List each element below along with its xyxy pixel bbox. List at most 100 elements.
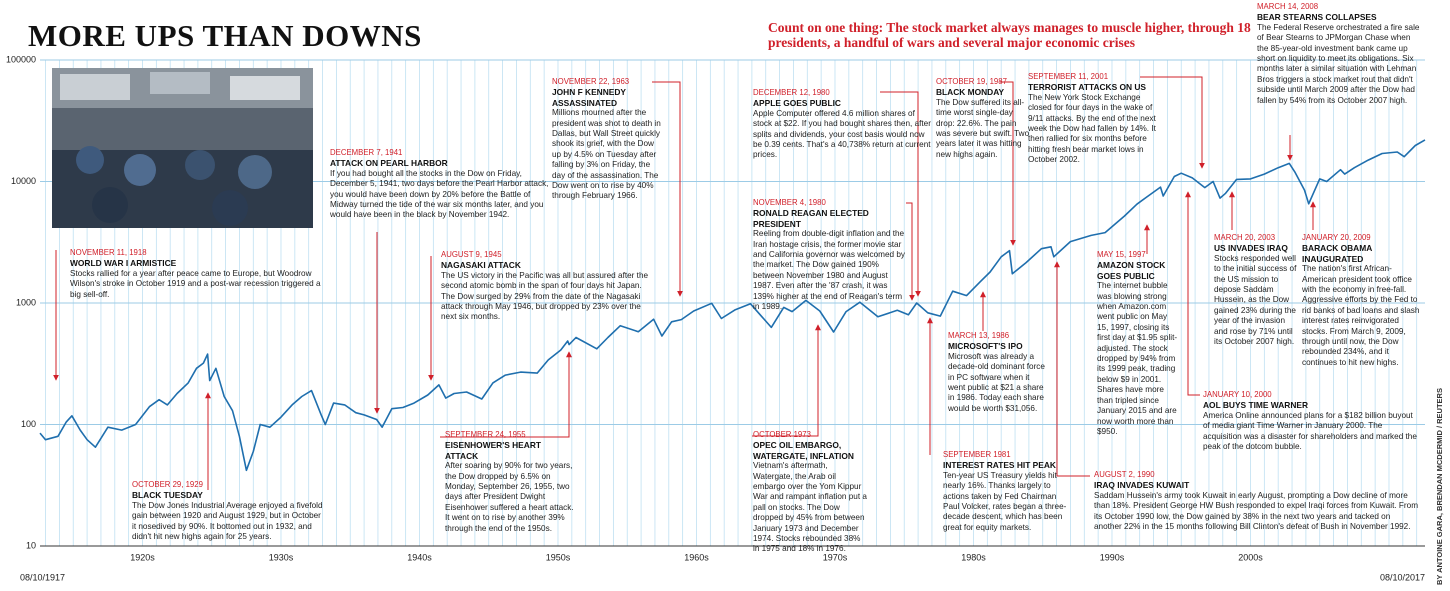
x-tick-label: 1930s (269, 552, 294, 562)
arrow (1140, 76, 1205, 169)
annotation-title: MICROSOFT'S IPO (948, 341, 1023, 352)
annotation-date: MARCH 14, 2008 (1257, 2, 1319, 11)
annotation-text: After soaring by 90% for two years, the … (445, 461, 574, 533)
annotation-date: JANUARY 20, 2009 (1302, 233, 1371, 242)
annotation-date: DECEMBER 7, 1941 (330, 148, 403, 157)
annotation-text: America Online announced plans for a $18… (1203, 410, 1417, 452)
annotation-title: NAGASAKI ATTACK (441, 260, 521, 271)
annotation-title: BARACK OBAMA INAUGURATED (1302, 243, 1372, 264)
annotation-text: The nation's first African-American pres… (1302, 264, 1420, 367)
annotation: NOVEMBER 4, 1980 RONALD REAGAN ELECTED PR… (753, 198, 905, 312)
annotation-date: OCTOBER 1973 (753, 430, 811, 439)
x-tick-label: 1940s (407, 552, 432, 562)
x-tick-label: 1960s (684, 552, 709, 562)
annotation-title: INTEREST RATES HIT PEAK (943, 460, 1056, 471)
arrow (880, 91, 921, 297)
annotation-title: IRAQ INVADES KUWAIT (1094, 480, 1190, 491)
annotation: MARCH 14, 2008 BEAR STEARNS COLLAPSES The … (1257, 2, 1423, 106)
annotation-date: MARCH 13, 1986 (948, 331, 1010, 340)
annotation-title: OPEC OIL EMBARGO, WATERGATE, INFLATION (753, 440, 854, 461)
arrow (1054, 261, 1090, 477)
x-start-label: 08/10/1917 (20, 572, 65, 582)
annotation-date: NOVEMBER 4, 1980 (753, 198, 826, 207)
annotation: MAY 15, 1997 AMAZON STOCK GOES PUBLIC The … (1097, 250, 1179, 437)
annotation: SEPTEMBER 1981 INTEREST RATES HIT PEAK Ten… (943, 450, 1073, 533)
annotation-title: APPLE GOES PUBLIC (753, 98, 841, 109)
arrow (652, 81, 683, 297)
annotation-text: If you had bought all the stocks in the … (330, 168, 549, 220)
annotation-title: EISENHOWER'S HEART ATTACK (445, 440, 541, 461)
annotation: JANUARY 10, 2000 AOL BUYS TIME WARNER Amer… (1203, 390, 1421, 452)
annotation: AUGUST 2, 1990 IRAQ INVADES KUWAIT Saddam … (1094, 470, 1420, 532)
x-tick-label: 1980s (961, 552, 986, 562)
y-tick-label: 10000 (11, 176, 36, 186)
annotation: NOVEMBER 22, 1963 JOHN F KENNEDY ASSASSIN… (552, 77, 665, 202)
annotation-text: The New York Stock Exchange closed for f… (1028, 92, 1156, 165)
annotation-title: WORLD WAR I ARMISTICE (70, 258, 177, 269)
annotation-date: NOVEMBER 22, 1963 (552, 77, 630, 86)
annotation: JANUARY 20, 2009 BARACK OBAMA INAUGURATED… (1302, 233, 1420, 368)
y-tick-label: 10 (26, 540, 36, 550)
annotation-title: AOL BUYS TIME WARNER (1203, 400, 1309, 411)
dow-line (39, 139, 1426, 472)
annotation: SEPTEMBER 24, 1955 EISENHOWER'S HEART ATT… (445, 430, 575, 534)
annotation-date: NOVEMBER 11, 1918 (70, 248, 147, 257)
y-tick-label: 100000 (6, 54, 36, 64)
x-tick-label: 1950s (546, 552, 571, 562)
annotation-arrows (53, 76, 1316, 490)
arrow (752, 324, 821, 437)
credit: BY ANTOINE GARA, BRENDAN MCDERMID / REUT… (1435, 388, 1444, 585)
chart-title: MORE UPS THAN DOWNS (28, 18, 422, 53)
annotation-date: SEPTEMBER 11, 2001 (1028, 72, 1109, 81)
annotation: DECEMBER 12, 1980 APPLE GOES PUBLIC Apple … (753, 88, 933, 161)
arrow (1000, 81, 1016, 246)
annotation: MARCH 20, 2003 US INVADES IRAQ Stocks resp… (1214, 233, 1300, 347)
annotation-text: The internet bubble was blowing strong w… (1097, 281, 1178, 436)
annotation-text: Millions mourned after the president was… (552, 108, 661, 201)
annotation-date: SEPTEMBER 24, 1955 (445, 430, 526, 439)
annotation-text: Microsoft was already a decade-old domin… (948, 351, 1045, 413)
annotation-date: AUGUST 2, 1990 (1094, 470, 1155, 479)
annotation-date: SEPTEMBER 1981 (943, 450, 1011, 459)
annotation-title: BLACK MONDAY (936, 87, 1005, 98)
annotation: NOVEMBER 11, 1918 WORLD WAR I ARMISTICE St… (70, 248, 328, 300)
annotation-text: Ten-year US Treasury yields hit nearly 1… (943, 470, 1067, 532)
x-tick-label: 1990s (1100, 552, 1125, 562)
annotation: OCTOBER 1973 OPEC OIL EMBARGO, WATERGATE,… (753, 430, 869, 555)
y-tick-label: 1000 (16, 297, 36, 307)
annotation-text: The US victory in the Pacific was all bu… (441, 270, 649, 322)
annotation-text: The Federal Reserve orchestrated a fire … (1257, 22, 1420, 105)
photo (52, 68, 313, 228)
arrow (906, 202, 915, 301)
annotation-date: AUGUST 9, 1945 (441, 250, 502, 259)
annotation-text: Reeling from double-digit inflation and … (753, 229, 906, 312)
annotation-date: OCTOBER 29, 1929 (132, 480, 203, 489)
annotation: MARCH 13, 1986 MICROSOFT'S IPO Microsoft w… (948, 331, 1046, 414)
annotation-text: Apple Computer offered 4.6 million share… (753, 108, 931, 160)
annotation-date: MAY 15, 1997 (1097, 250, 1146, 259)
annotation: DECEMBER 7, 1941 ATTACK ON PEARL HARBOR If… (330, 148, 556, 221)
annotation: OCTOBER 19, 1987 BLACK MONDAY The Dow suff… (936, 77, 1031, 160)
annotation-title: AMAZON STOCK GOES PUBLIC (1097, 260, 1166, 281)
chart-subtitle: Count on one thing: The stock market alw… (768, 20, 1251, 50)
annotation-title: ATTACK ON PEARL HARBOR (330, 158, 448, 169)
annotation-date: DECEMBER 12, 1980 (753, 88, 830, 97)
annotation-text: The Dow Jones Industrial Average enjoyed… (132, 500, 323, 542)
annotation-title: BLACK TUESDAY (132, 490, 203, 501)
annotation-title: BEAR STEARNS COLLAPSES (1257, 12, 1377, 23)
annotation-date: OCTOBER 19, 1987 (936, 77, 1007, 86)
annotation: SEPTEMBER 11, 2001 TERRORIST ATTACKS ON U… (1028, 72, 1163, 166)
annotation-title: JOHN F KENNEDY ASSASSINATED (552, 87, 626, 108)
arrow (440, 351, 572, 438)
annotation-text: Saddam Hussein's army took Kuwait in ear… (1094, 490, 1419, 532)
annotation-text: Stocks responded well to the initial suc… (1214, 253, 1297, 347)
annotation-date: MARCH 20, 2003 (1214, 233, 1276, 242)
annotation: AUGUST 9, 1945 NAGASAKI ATTACK The US vict… (441, 250, 656, 323)
annotation: OCTOBER 29, 1929 BLACK TUESDAY The Dow Jon… (132, 480, 327, 542)
annotation-text: The Dow suffered its all-time worst sing… (936, 97, 1030, 159)
annotation-title: TERRORIST ATTACKS ON US (1028, 82, 1147, 93)
annotation-title: RONALD REAGAN ELECTED PRESIDENT (753, 208, 869, 229)
x-tick-label: 2000s (1238, 552, 1263, 562)
